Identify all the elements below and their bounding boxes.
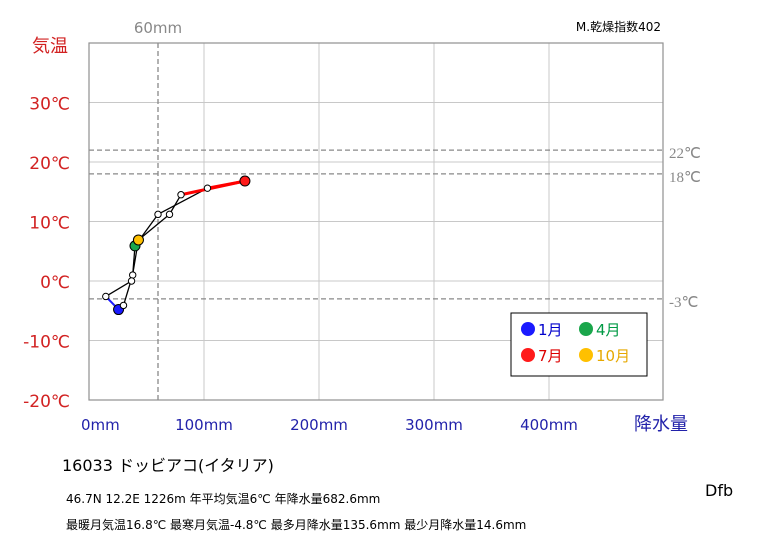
x-tick-label: 0mm [81, 416, 120, 434]
climograph-segment [138, 213, 170, 241]
koppen-class: Dfb [705, 481, 734, 500]
y-tick-label: 10℃ [29, 214, 70, 234]
climograph-segment [168, 194, 182, 215]
station-title: 16033 ドッビアコ(イタリア) [62, 456, 274, 475]
y-tick-label: -20℃ [23, 392, 70, 412]
month-point-5 [154, 210, 162, 219]
month-point-9 [165, 210, 174, 219]
climograph-segment [180, 179, 246, 197]
climograph-segment [157, 187, 208, 215]
x-axis-title: 降水量 [634, 414, 688, 435]
month-point-10 [132, 234, 144, 246]
x-tick-label: 400mm [520, 416, 578, 434]
month-point-12 [102, 292, 110, 301]
aridity-index-label: M.乾燥指数402 [576, 19, 661, 34]
reference-label-temp: 22℃ [669, 146, 701, 162]
legend-marker-1 [521, 322, 535, 336]
x-tick-label: 300mm [405, 416, 463, 434]
plot-frame [88, 42, 664, 401]
legend-marker-10 [579, 348, 593, 362]
legend-marker-4 [579, 322, 593, 336]
legend-label-1: 1月 [538, 321, 563, 339]
legend-label-4: 4月 [596, 321, 621, 339]
y-tick-label: -10℃ [23, 333, 70, 353]
x-tick-label: 100mm [175, 416, 233, 434]
legend-marker-7 [521, 348, 535, 362]
climate-summary-line-1: 46.7N 12.2E 1226m 年平均気温6℃ 年降水量682.6mm [66, 492, 381, 506]
y-tick-label: 30℃ [29, 95, 70, 115]
month-point-7 [239, 175, 251, 187]
legend-label-10: 10月 [596, 347, 630, 365]
y-axis-title: 気温 [32, 36, 68, 57]
month-point-11 [127, 277, 136, 285]
y-tick-label: 0℃ [40, 273, 70, 293]
reference-label-precip: 60mm [134, 19, 182, 37]
legend-label-7: 7月 [538, 347, 563, 365]
month-point-6 [203, 184, 212, 192]
climograph-segment [105, 280, 132, 298]
reference-label-temp: -3℃ [669, 295, 698, 311]
month-point-8 [177, 191, 185, 199]
x-tick-label: 200mm [290, 416, 348, 434]
month-point-3 [129, 271, 137, 279]
y-tick-label: 20℃ [29, 154, 70, 174]
legend-box [510, 312, 648, 377]
month-point-2 [119, 301, 128, 310]
climate-summary-line-2: 最暖月気温16.8℃ 最寒月気温-4.8℃ 最多月降水量135.6mm 最少月降… [66, 518, 527, 532]
reference-label-temp: 18℃ [669, 170, 701, 186]
